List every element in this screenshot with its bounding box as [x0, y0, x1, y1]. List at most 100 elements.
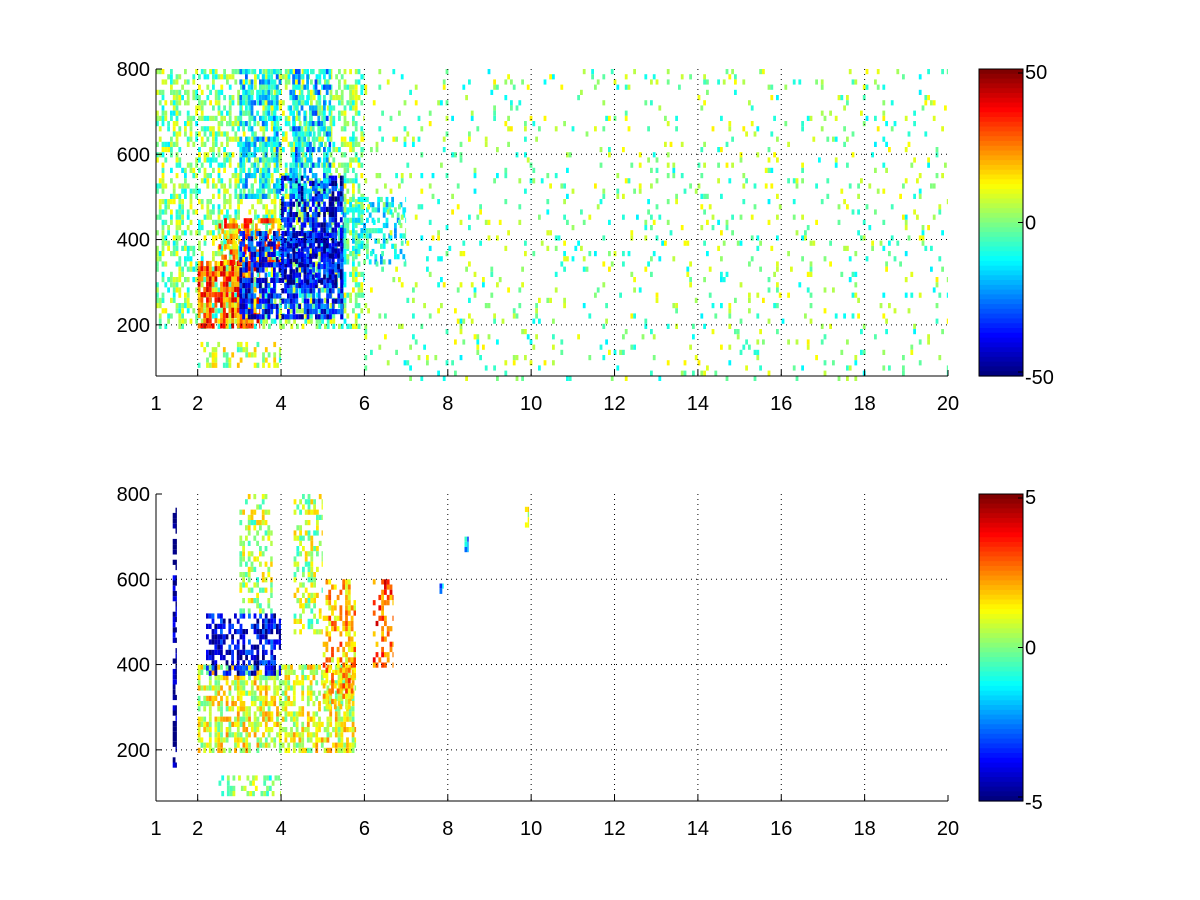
heatmap-cell	[882, 219, 886, 225]
heatmap-cell	[328, 100, 332, 106]
heatmap-cell	[278, 293, 282, 299]
heatmap-cell	[289, 279, 293, 285]
heatmap-cell	[203, 240, 207, 246]
heatmap-cell	[913, 121, 916, 127]
heatmap-cell	[394, 228, 397, 234]
heatmap-cell	[256, 742, 260, 748]
heatmap-cell	[468, 136, 471, 142]
heatmap-cell	[237, 225, 240, 231]
heatmap-cell	[281, 238, 284, 244]
heatmap-cell	[309, 105, 312, 111]
heatmap-cell	[234, 685, 237, 691]
heatmap-cell	[428, 313, 432, 319]
heatmap-cell	[186, 121, 190, 127]
heatmap-cell	[311, 126, 315, 132]
heatmap-cell	[232, 244, 236, 250]
heatmap-cell	[245, 89, 248, 95]
heatmap-cell	[290, 147, 294, 153]
heatmap-cell	[228, 747, 232, 753]
heatmap-cell	[200, 716, 204, 722]
heatmap-cell	[268, 244, 272, 250]
heatmap-cell	[245, 121, 248, 127]
heatmap-cell	[329, 303, 333, 309]
heatmap-cell	[303, 162, 307, 168]
heatmap-cell	[270, 256, 274, 262]
heatmap-cell	[311, 180, 315, 186]
heatmap-cell	[317, 193, 321, 199]
heatmap-cell	[239, 747, 243, 753]
heatmap-cell	[267, 110, 271, 116]
heatmap-cell	[250, 721, 254, 727]
heatmap-cell	[613, 115, 617, 121]
heatmap-cell	[266, 218, 269, 224]
heatmap-cell	[295, 243, 298, 249]
heatmap-cell	[212, 147, 215, 153]
heatmap-cell	[256, 277, 259, 283]
heatmap-cell	[400, 323, 404, 329]
heatmap-cell	[239, 701, 243, 707]
heatmap-cell	[256, 95, 259, 101]
heatmap-cell	[773, 115, 776, 121]
heatmap-cell	[284, 251, 287, 257]
heatmap-cell	[599, 199, 603, 205]
heatmap-cell	[343, 162, 347, 168]
heatmap-cell	[289, 69, 293, 75]
heatmap-cell	[364, 89, 368, 95]
heatmap-cell	[396, 254, 400, 260]
heatmap-cell	[314, 248, 318, 254]
heatmap-cell	[223, 69, 226, 75]
heatmap-cell	[784, 121, 788, 127]
heatmap-cell	[292, 293, 296, 299]
heatmap-cell	[228, 323, 232, 329]
heatmap-cell	[229, 233, 233, 239]
heatmap-cell	[566, 219, 569, 225]
heatmap-cell	[303, 183, 307, 189]
heatmap-cell	[234, 276, 237, 282]
heatmap-cell	[217, 323, 221, 329]
heatmap-cell	[297, 191, 301, 197]
heatmap-cell	[189, 115, 193, 121]
heatmap-cell	[170, 313, 173, 319]
heatmap-cell	[239, 347, 243, 353]
heatmap-cell	[250, 288, 254, 294]
heatmap-cell	[346, 167, 350, 173]
heatmap-cell	[846, 365, 849, 371]
heatmap-cell	[170, 136, 173, 142]
heatmap-cell	[354, 141, 358, 147]
heatmap-cell	[242, 271, 246, 277]
heatmap-cell	[352, 228, 355, 234]
heatmap-cell	[164, 235, 168, 241]
heatmap-cell	[186, 95, 190, 101]
heatmap-cell	[767, 84, 771, 90]
heatmap-cell	[178, 131, 182, 137]
heatmap-cell	[306, 267, 310, 273]
heatmap-cell	[276, 669, 279, 675]
heatmap-cell	[209, 214, 212, 220]
heatmap-cell	[200, 110, 204, 116]
heatmap-cell	[405, 233, 407, 239]
heatmap-cell	[862, 95, 866, 101]
heatmap-cell	[222, 737, 226, 743]
heatmap-cell	[192, 79, 196, 85]
heatmap-cell	[680, 141, 684, 147]
heatmap-cell	[326, 323, 330, 329]
heatmap-cell	[318, 323, 322, 329]
heatmap-cell	[273, 231, 276, 237]
heatmap-cell	[320, 309, 324, 315]
heatmap-cell	[921, 230, 925, 236]
heatmap-cell	[259, 318, 263, 324]
heatmap-cell	[426, 360, 429, 366]
heatmap-cell	[340, 241, 343, 247]
heatmap-cell	[349, 89, 352, 95]
heatmap-cell	[652, 152, 656, 158]
heatmap-cell	[170, 84, 173, 90]
heatmap-cell	[300, 89, 304, 95]
heatmap-cell	[273, 157, 276, 163]
heatmap-cell	[913, 323, 916, 329]
heatmap-cell	[301, 69, 305, 75]
heatmap-cell	[214, 157, 218, 163]
heatmap-cell	[192, 115, 196, 121]
heatmap-cell	[666, 360, 670, 366]
heatmap-cell	[315, 199, 319, 205]
heatmap-cell	[399, 222, 403, 229]
